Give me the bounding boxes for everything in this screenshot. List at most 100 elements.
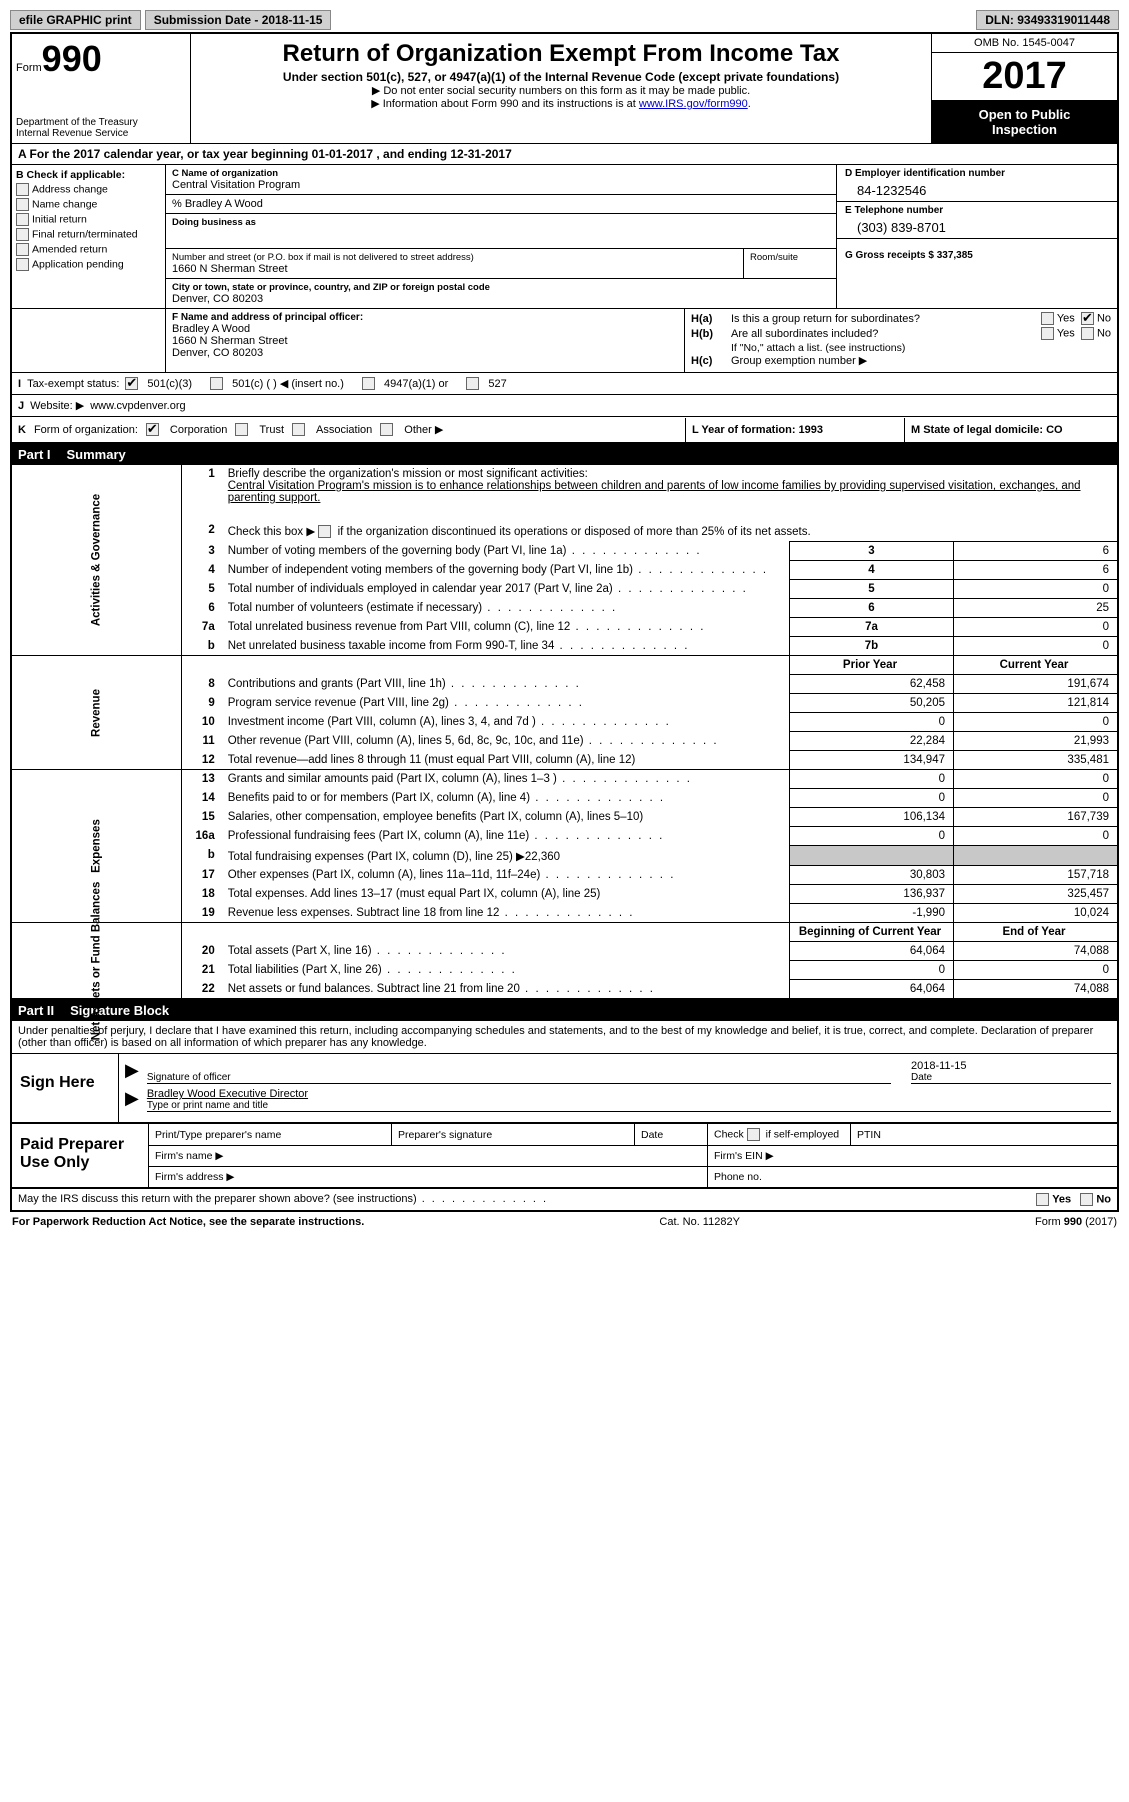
cb-name-change[interactable] <box>16 198 29 211</box>
col-h-group: H(a) Is this a group return for subordin… <box>685 309 1117 372</box>
header-mid: Return of Organization Exempt From Incom… <box>191 34 931 143</box>
cb-other[interactable] <box>380 423 393 436</box>
ssn-note: ▶ Do not enter social security numbers o… <box>199 84 923 97</box>
cb-corp[interactable] <box>146 423 159 436</box>
officer-name: Bradley A Wood <box>172 323 678 335</box>
line16b-text: Total fundraising expenses (Part IX, col… <box>223 846 790 866</box>
row-k-form-org: K Form of organization: Corporation Trus… <box>10 416 1119 444</box>
phone-label: E Telephone number <box>845 205 1109 216</box>
cb-discontinued[interactable] <box>318 525 331 538</box>
line16a-text: Professional fundraising fees (Part IX, … <box>223 827 790 846</box>
page-footer: For Paperwork Reduction Act Notice, see … <box>10 1212 1119 1232</box>
cb-501c3[interactable] <box>125 377 138 390</box>
hdr-prior-year: Prior Year <box>790 656 954 675</box>
form-number: 990 <box>42 38 102 80</box>
cb-discuss-no[interactable] <box>1080 1193 1093 1206</box>
section-fh: F Name and address of principal officer:… <box>10 308 1119 372</box>
col-b-checkboxes: B Check if applicable: Address change Na… <box>12 165 166 308</box>
arrow-icon: ▶ <box>125 1088 139 1112</box>
cb-final-return[interactable] <box>16 228 29 241</box>
website-value: www.cvpdenver.org <box>90 400 185 412</box>
submission-date: Submission Date - 2018-11-15 <box>145 10 332 30</box>
top-bar: efile GRAPHIC print Submission Date - 20… <box>10 10 1119 30</box>
part2-num: Part II <box>18 1003 54 1018</box>
cb-hb-no[interactable] <box>1081 327 1094 340</box>
ha-text: Is this a group return for subordinates? <box>731 313 1041 325</box>
sig-date-field[interactable]: 2018-11-15 Date <box>911 1060 1111 1084</box>
cb-527[interactable] <box>466 377 479 390</box>
dba-label: Doing business as <box>172 217 830 228</box>
line17-text: Other expenses (Part IX, column (A), lin… <box>223 866 790 885</box>
cb-ha-yes[interactable] <box>1041 312 1054 325</box>
line7a-text: Total unrelated business revenue from Pa… <box>223 618 790 637</box>
cb-discuss-yes[interactable] <box>1036 1193 1049 1206</box>
cb-amended[interactable] <box>16 243 29 256</box>
sig-officer-field[interactable]: Signature of officer <box>147 1060 891 1084</box>
line5-text: Total number of individuals employed in … <box>223 580 790 599</box>
cb-ha-no[interactable] <box>1081 312 1094 325</box>
line13-text: Grants and similar amounts paid (Part IX… <box>223 770 790 789</box>
line14-text: Benefits paid to or for members (Part IX… <box>223 789 790 808</box>
care-of: % Bradley A Wood <box>166 195 836 214</box>
cb-trust[interactable] <box>235 423 248 436</box>
form-label: Form <box>16 62 42 74</box>
year-formation: L Year of formation: 1993 <box>685 418 898 442</box>
cb-initial-return[interactable] <box>16 213 29 226</box>
ein-value: 84-1232546 <box>845 179 1109 198</box>
form-subtitle: Under section 501(c), 527, or 4947(a)(1)… <box>199 70 923 84</box>
line19-text: Revenue less expenses. Subtract line 18 … <box>223 904 790 923</box>
line3-val: 6 <box>954 542 1119 561</box>
line12-text: Total revenue—add lines 8 through 11 (mu… <box>223 751 790 770</box>
firm-name-label: Firm's name ▶ <box>149 1146 708 1167</box>
state-domicile: M State of legal domicile: CO <box>904 418 1117 442</box>
cb-501c[interactable] <box>210 377 223 390</box>
line18-text: Total expenses. Add lines 13–17 (must eq… <box>223 885 790 904</box>
dept-irs: Internal Revenue Service <box>16 128 186 139</box>
hc-text: Group exemption number ▶ <box>731 354 1111 367</box>
header-right: OMB No. 1545-0047 2017 Open to PublicIns… <box>931 34 1117 143</box>
line10-text: Investment income (Part VIII, column (A)… <box>223 713 790 732</box>
dln: DLN: 93493319011448 <box>976 10 1119 30</box>
dept-treasury: Department of the Treasury <box>16 117 186 128</box>
line9-text: Program service revenue (Part VIII, line… <box>223 694 790 713</box>
irs-discuss-row: May the IRS discuss this return with the… <box>10 1189 1119 1212</box>
line6-text: Total number of volunteers (estimate if … <box>223 599 790 618</box>
form-ref: Form 990 (2017) <box>1035 1216 1117 1228</box>
line15-text: Salaries, other compensation, employee b… <box>223 808 790 827</box>
line8-text: Contributions and grants (Part VIII, lin… <box>223 675 790 694</box>
row-a-tax-year: A For the 2017 calendar year, or tax yea… <box>10 143 1119 165</box>
firm-ein-label: Firm's EIN ▶ <box>708 1146 1118 1167</box>
col-f-officer: F Name and address of principal officer:… <box>166 309 685 372</box>
city-label: City or town, state or province, country… <box>172 282 830 293</box>
cb-assoc[interactable] <box>292 423 305 436</box>
sign-here-label: Sign Here <box>12 1054 119 1122</box>
row-j-website: J Website: ▶ www.cvpdenver.org <box>10 394 1119 416</box>
summary-table: Activities & Governance 1 Briefly descri… <box>10 465 1119 1000</box>
irs-link[interactable]: www.IRS.gov/form990 <box>639 98 748 110</box>
cb-self-employed[interactable] <box>747 1128 760 1141</box>
part1-num: Part I <box>18 447 51 462</box>
cb-app-pending[interactable] <box>16 258 29 271</box>
city-state-zip: Denver, CO 80203 <box>172 293 830 305</box>
hdr-begin-year: Beginning of Current Year <box>790 923 954 942</box>
ein-label: D Employer identification number <box>845 168 1109 179</box>
arrow-icon: ▶ <box>125 1060 139 1084</box>
col-b-title: B Check if applicable: <box>16 169 161 181</box>
section-bcdeg: B Check if applicable: Address change Na… <box>10 165 1119 308</box>
line4-val: 6 <box>954 561 1119 580</box>
col-c-org-info: C Name of organization Central Visitatio… <box>166 165 836 308</box>
org-name: Central Visitation Program <box>172 179 830 191</box>
sig-name-field[interactable]: Bradley Wood Executive Director Type or … <box>147 1088 1111 1112</box>
line7b-text: Net unrelated business taxable income fr… <box>223 637 790 656</box>
cb-4947[interactable] <box>362 377 375 390</box>
line11-text: Other revenue (Part VIII, column (A), li… <box>223 732 790 751</box>
line4-text: Number of independent voting members of … <box>223 561 790 580</box>
street-address: 1660 N Sherman Street <box>172 263 737 275</box>
cb-address-change[interactable] <box>16 183 29 196</box>
signature-block: Under penalties of perjury, I declare th… <box>10 1021 1119 1124</box>
info-note: ▶ Information about Form 990 and its ins… <box>371 98 639 110</box>
part1-title: Summary <box>67 447 126 462</box>
perjury-declaration: Under penalties of perjury, I declare th… <box>12 1021 1117 1054</box>
cb-hb-yes[interactable] <box>1041 327 1054 340</box>
efile-print-button[interactable]: efile GRAPHIC print <box>10 10 141 30</box>
